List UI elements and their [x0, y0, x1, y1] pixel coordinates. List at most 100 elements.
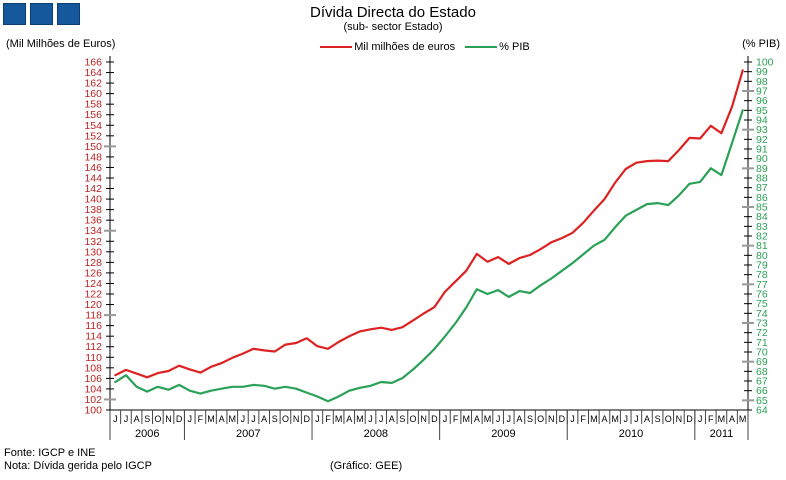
y-axis-right-tick-label: 83 — [756, 221, 768, 233]
y-axis-right-tick-label: 100 — [756, 57, 774, 69]
x-axis-month-label: N — [676, 414, 683, 424]
x-axis-month-label: A — [219, 414, 225, 424]
y-axis-right-tick-label: 91 — [756, 144, 768, 156]
y-axis-left-tick-label: 110 — [85, 352, 102, 364]
y-axis-right-tick-label: 81 — [756, 240, 768, 252]
y-axis-left-tick-label: 130 — [84, 246, 102, 258]
x-axis-month-label: A — [134, 414, 140, 424]
x-axis-month-label: J — [634, 414, 639, 424]
y-axis-left-tick-label: 154 — [84, 120, 102, 132]
y-axis-right-tick-label: 85 — [756, 202, 768, 214]
y-axis-right-tick-label: 98 — [756, 76, 768, 88]
x-axis-year-label: 2006 — [135, 428, 159, 440]
y-axis-right-tick-label: 77 — [756, 279, 768, 291]
x-axis-month-label: S — [527, 414, 533, 424]
x-axis-month-label: A — [516, 414, 522, 424]
y-axis-right-tick-label: 71 — [756, 337, 768, 349]
y-axis-right-tick-label: 78 — [756, 269, 768, 281]
y-axis-left-tick-label: 106 — [84, 373, 102, 385]
gee-logo — [3, 3, 80, 25]
y-axis-right-tick-label: 68 — [756, 366, 768, 378]
y-axis-left-tick-label: 132 — [84, 236, 102, 248]
x-axis-month-label: A — [389, 414, 395, 424]
x-axis-month-label: J — [124, 414, 129, 424]
legend-item-pib: % PIB — [465, 41, 530, 53]
x-axis-month-label: M — [207, 414, 215, 424]
y-axis-left-tick-label: 142 — [84, 183, 102, 195]
x-axis-month-label: N — [548, 414, 555, 424]
x-axis-month-label: J — [113, 414, 118, 424]
x-axis-month-label: J — [496, 414, 501, 424]
y-axis-left-tick-label: 102 — [84, 394, 102, 406]
x-axis-month-label: D — [303, 414, 310, 424]
y-axis-right-tick-label: 92 — [756, 134, 768, 146]
x-axis-month-label: S — [272, 414, 278, 424]
x-axis-month-label: M — [462, 414, 470, 424]
x-axis-month-label: O — [154, 414, 161, 424]
y-axis-left-tick-label: 144 — [84, 173, 102, 185]
y-axis-left-tick-label: 158 — [84, 99, 102, 111]
x-axis-month-label: J — [379, 414, 384, 424]
y-axis-right-tick-label: 94 — [756, 115, 768, 127]
y-axis-right-tick-label: 80 — [756, 250, 768, 262]
y-axis-right-tick-label: 82 — [756, 231, 768, 243]
legend-label-pib: % PIB — [499, 41, 530, 53]
y-axis-right-tick-label: 88 — [756, 173, 768, 185]
y-axis-left-tick-label: 112 — [85, 341, 102, 353]
y-axis-right-tick-label: 90 — [756, 153, 768, 165]
legend-label-euros: Mil milhões de euros — [354, 41, 456, 53]
x-axis-month-label: S — [144, 414, 150, 424]
y-axis-left-tick-label: 140 — [84, 194, 102, 206]
x-axis-month-label: F — [708, 414, 714, 424]
x-axis-month-label: J — [368, 414, 373, 424]
x-axis-month-label: M — [718, 414, 726, 424]
y-axis-left-tick-label: 124 — [84, 278, 102, 290]
y-axis-left-tick-label: 148 — [84, 151, 102, 163]
title-block: Dívida Directa do Estado (sub- sector Es… — [0, 4, 786, 34]
x-axis-month-label: D — [431, 414, 438, 424]
chart-title: Dívida Directa do Estado — [310, 4, 476, 21]
legend-item-euros: Mil milhões de euros — [320, 41, 455, 53]
y-axis-left-tick-label: 114 — [85, 331, 102, 343]
y-axis-left-tick-label: 146 — [84, 162, 102, 174]
series-euros — [114, 69, 744, 379]
x-axis-month-label: M — [590, 414, 598, 424]
y-axis-right-tick-label: 75 — [756, 298, 768, 310]
legend-green-line-swatch — [465, 46, 498, 48]
y-axis-right-tick-label: 65 — [756, 395, 768, 407]
x-axis-year-label: 2008 — [364, 428, 388, 440]
x-axis-month-label: A — [474, 414, 480, 424]
y-axis-left-tick-label: 160 — [84, 88, 102, 100]
x-axis-month-label: J — [251, 414, 256, 424]
x-axis-month-label: J — [188, 414, 193, 424]
x-axis-month-label: A — [346, 414, 352, 424]
y-axis-left-tick-label: 108 — [84, 362, 102, 374]
y-axis-left-tick-label: 116 — [85, 320, 102, 332]
x-axis-year-label: 2007 — [236, 428, 260, 440]
footer-note: Nota: Dívida gerida pelo IGCP — [4, 460, 152, 472]
y-axis-right-tick-label: 73 — [756, 318, 768, 330]
x-axis-month-label: F — [198, 414, 204, 424]
y-axis-left-tick-label: 136 — [84, 215, 102, 227]
x-axis-month-label: N — [165, 414, 172, 424]
y-axis-left-tick-label: 138 — [84, 204, 102, 216]
x-axis-month-label: A — [644, 414, 650, 424]
y-axis-right-tick-label: 72 — [756, 327, 768, 339]
x-axis-year-label: 2010 — [619, 428, 643, 440]
logo-square — [30, 3, 53, 25]
x-axis-month-label: N — [293, 414, 300, 424]
y-axis-right-tick-label: 79 — [756, 260, 768, 272]
x-axis-month-label: J — [507, 414, 512, 424]
chart-subtitle: (sub- sector Estado) — [343, 21, 443, 34]
y-axis-left-tick-label: 166 — [84, 57, 102, 69]
y-axis-left-tick-label: 122 — [84, 289, 102, 301]
y-axis-right-tick-label: 84 — [756, 211, 768, 223]
y-axis-left-tick-label: 164 — [84, 67, 102, 79]
x-axis-month-label: M — [356, 414, 364, 424]
x-axis-month-label: J — [443, 414, 448, 424]
x-axis-month-label: A — [601, 414, 607, 424]
x-axis-month-label: J — [570, 414, 575, 424]
x-axis-month-label: O — [282, 414, 289, 424]
y-axis-left-tick-label: 150 — [84, 141, 102, 153]
y-axis-left-tick-label: 128 — [84, 257, 102, 269]
